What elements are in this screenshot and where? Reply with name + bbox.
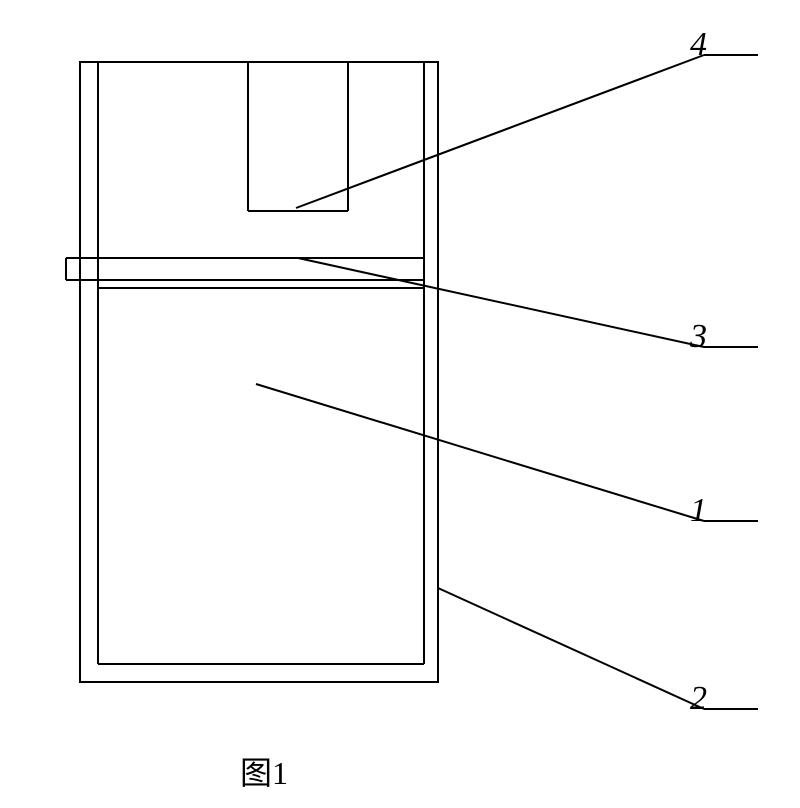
- label-1: 1: [690, 492, 707, 530]
- label-3: 3: [690, 318, 707, 356]
- figure-caption: 图1: [240, 748, 288, 794]
- technical-diagram: [0, 0, 800, 808]
- label-4: 4: [690, 26, 707, 64]
- label-2: 2: [690, 680, 707, 718]
